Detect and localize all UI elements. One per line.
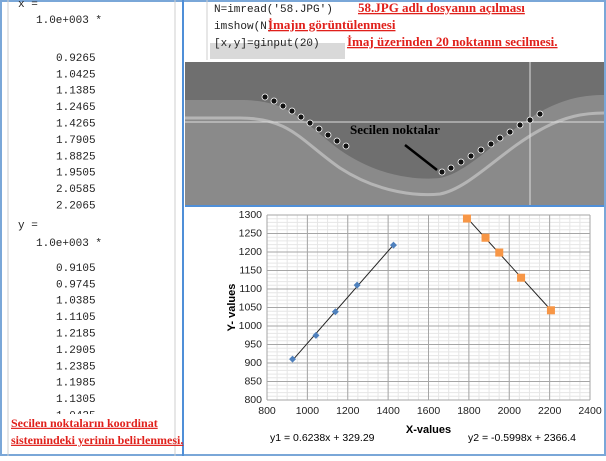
photo-dot — [262, 94, 268, 100]
point — [547, 306, 555, 314]
photo-dot — [280, 103, 286, 109]
y-tick-label: 1150 — [239, 264, 262, 276]
y-tick-label: 1250 — [239, 227, 263, 239]
photo-dot — [298, 114, 304, 120]
code-note: 58.JPG adlı dosyanın açılması — [358, 0, 525, 15]
x-tick-label: 1400 — [376, 405, 400, 417]
console-value: 1.9505 — [56, 168, 96, 180]
photo-dot — [289, 108, 295, 114]
y-axis-label: Y- values — [226, 284, 238, 332]
photo-dot — [325, 132, 331, 138]
console-value: 1.2465 — [56, 102, 96, 114]
photo-dot — [478, 147, 484, 153]
caption: Secilen noktaların koordinat — [11, 416, 158, 430]
console-value: 1.1985 — [56, 378, 96, 390]
photo-dot — [448, 165, 454, 171]
trendline-equation: y2 = -0.5998x + 2366.4 — [468, 432, 576, 444]
point — [482, 234, 490, 242]
trendline-equation: y1 = 0.6238x + 329.29 — [270, 432, 375, 444]
photo-dot — [334, 138, 340, 144]
photo-dot — [343, 143, 349, 149]
x-tick-label: 1000 — [296, 405, 320, 417]
console-header: x = — [18, 0, 38, 11]
point — [517, 274, 525, 282]
photo-dot — [468, 153, 474, 159]
photo-dot — [271, 98, 277, 104]
x-tick-label: 1800 — [457, 405, 481, 417]
console-value: 2.2065 — [56, 201, 96, 213]
x-tick-label: 2400 — [578, 405, 602, 417]
point — [495, 249, 503, 257]
y-tick-label: 850 — [244, 375, 262, 387]
console-value: 0.9105 — [56, 263, 96, 275]
console-value: 1.7905 — [56, 135, 96, 147]
photo-label: Secilen noktalar — [350, 122, 440, 137]
console-value: 0.9745 — [56, 279, 96, 291]
console-value: 1.4265 — [56, 119, 96, 131]
x-tick-label: 1200 — [336, 405, 360, 417]
photo-dot — [517, 122, 523, 128]
photo: Secilen noktalar — [185, 62, 604, 205]
caption: sistemindeki yerinin belirlenmesi. — [11, 433, 183, 447]
photo-dot — [527, 117, 533, 123]
x-axis-label: X-values — [406, 424, 451, 436]
figure: Secilen noktalar 800 850 900 950 1000 1050 110… — [0, 0, 606, 456]
x-tick-label: 2000 — [498, 405, 522, 417]
console-value: 1.1105 — [56, 312, 96, 324]
photo-dot — [497, 135, 503, 141]
y-tick-label: 1000 — [239, 320, 263, 332]
code-command: [x,y]=ginput(20) — [214, 38, 320, 50]
photo-dot — [307, 120, 313, 126]
x-tick-label: 2200 — [538, 405, 562, 417]
code-command: imshow(N) — [214, 21, 273, 33]
code-note: İmaj üzerinden 20 noktanın secilmesi. — [347, 34, 558, 49]
photo-dot — [488, 141, 494, 147]
y-tick-label: 1050 — [239, 301, 263, 313]
y-tick-label: 900 — [244, 357, 262, 369]
photo-dot — [537, 111, 543, 117]
y-tick-label: 1100 — [239, 283, 262, 295]
console-value: 1.2185 — [56, 329, 96, 341]
console-value: 1.0385 — [56, 296, 96, 308]
y-tick-label: 950 — [244, 338, 262, 350]
console-value: 1.2385 — [56, 361, 96, 373]
photo-dot — [439, 169, 445, 175]
console-scale: 1.0e+003 * — [36, 238, 102, 250]
console-value: 2.0585 — [56, 184, 96, 196]
console-scale: 1.0e+003 * — [36, 15, 102, 27]
console-value: 1.1385 — [56, 86, 96, 98]
console-header: y = — [18, 220, 38, 232]
point — [463, 215, 471, 223]
x-tick-label: 800 — [258, 405, 276, 417]
code-note: İmajın görüntülenmesi — [268, 17, 396, 32]
x-tick-label: 1600 — [417, 405, 441, 417]
console-value: 0.9265 — [56, 53, 96, 65]
y-tick-label: 1300 — [239, 209, 263, 221]
console-value: 1.0425 — [56, 69, 96, 81]
photo-dot — [507, 129, 513, 135]
y-tick-label: 1200 — [239, 246, 263, 258]
console-value: 1.8825 — [56, 151, 96, 163]
photo-dot — [458, 159, 464, 165]
console-value: 1.1305 — [56, 394, 96, 406]
photo-dot — [316, 126, 322, 132]
code-command: N=imread('58.JPG') — [214, 4, 333, 16]
page: Secilen noktalar 800 850 900 950 1000 1050 110… — [0, 0, 606, 456]
console-value: 1.2905 — [56, 345, 96, 357]
